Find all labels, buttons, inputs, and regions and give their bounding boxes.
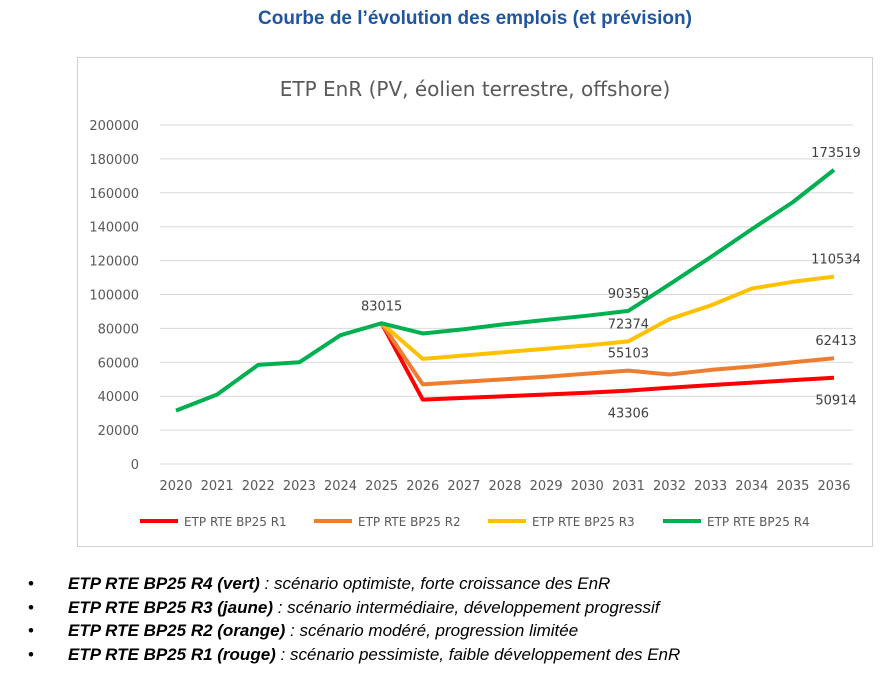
x-tick-label: 2033 [694,479,727,494]
bullet-icon: • [28,574,34,593]
x-tick-label: 2021 [201,479,234,494]
data-label: 173519 [811,146,861,161]
chart: ETP EnR (PV, éolien terrestre, offshore)… [77,57,873,547]
note-item: • ETP RTE BP25 R2 (orange) : scénario mod… [28,619,680,643]
y-tick-label: 100000 [89,289,139,304]
x-tick-label: 2034 [735,479,768,494]
y-tick-label: 180000 [89,153,139,168]
note-label: ETP RTE BP25 R4 (vert) [68,574,260,593]
series-line-etp-rte-bp25-r2 [379,322,835,387]
x-tick-label: 2036 [817,479,850,494]
x-tick-label: 2035 [776,479,809,494]
series-line-etp-rte-bp25-r3 [380,274,835,361]
y-tick-label: 40000 [98,390,139,405]
line-chart: ETP EnR (PV, éolien terrestre, offshore)… [89,77,861,529]
x-tick-label: 2026 [406,479,439,494]
x-tick-label: 2025 [365,479,398,494]
y-tick-label: 160000 [89,187,139,202]
x-tick-label: 2027 [447,479,480,494]
bullet-icon: • [28,621,34,641]
x-tick-label: 2029 [530,479,563,494]
y-tick-label: 200000 [89,119,139,134]
y-tick-label: 60000 [98,356,139,371]
note-label: ETP RTE BP25 R2 (orange) [68,621,286,641]
bullet-icon: • [28,597,34,617]
note-label: ETP RTE BP25 R1 (rouge) [68,645,276,665]
legend-label: ETP RTE BP25 R3 [532,515,635,529]
x-tick-label: 2024 [324,479,357,494]
data-label: 72374 [608,317,649,332]
data-label: 90359 [608,287,649,302]
data-label: 50914 [815,394,856,409]
legend-label: ETP RTE BP25 R4 [707,515,810,529]
legend-label: ETP RTE BP25 R1 [184,515,287,529]
note-item: • ETP RTE BP25 R3 (jaune) : scénario inte… [28,596,680,620]
note-text: : scénario modéré, progression limitée [285,621,579,641]
data-label: 43306 [608,407,649,422]
x-tick-label: 2022 [242,479,275,494]
note-text: : scénario intermédiaire, développement … [273,597,660,617]
data-label: 55103 [608,347,649,362]
note-label: ETP RTE BP25 R3 (jaune) [68,597,273,617]
note-text: : scénario optimiste, forte croissance d… [259,574,611,593]
x-tick-label: 2028 [488,479,521,494]
data-label: 62413 [815,334,856,349]
bullet-icon: • [28,645,34,665]
note-item: • ETP RTE BP25 R4 (vert) : scénario optim… [28,572,680,596]
y-tick-label: 0 [131,458,139,473]
x-tick-label: 2031 [612,479,645,494]
y-tick-label: 20000 [98,424,139,439]
x-tick-label: 2032 [653,479,686,494]
scenario-notes: • ETP RTE BP25 R4 (vert) : scénario optim… [28,572,680,667]
chart-title: ETP EnR (PV, éolien terrestre, offshore) [280,77,671,101]
note-text: : scénario pessimiste, faible développem… [275,645,681,665]
x-tick-label: 2030 [571,479,604,494]
series-line-etp-rte-bp25-r1 [379,322,835,402]
series-line-etp-rte-bp25-r4 [175,168,836,413]
legend-label: ETP RTE BP25 R2 [358,515,461,529]
data-label: 110534 [811,253,861,268]
y-tick-label: 140000 [89,221,139,236]
x-tick-label: 2020 [159,479,192,494]
y-tick-label: 80000 [98,322,139,337]
y-tick-label: 120000 [89,255,139,270]
x-tick-label: 2023 [283,479,316,494]
note-item: • ETP RTE BP25 R1 (rouge) : scénario pess… [28,643,680,667]
data-label: 83015 [361,299,402,314]
page-title: Courbe de l’évolution des emplois (et pr… [258,8,692,29]
